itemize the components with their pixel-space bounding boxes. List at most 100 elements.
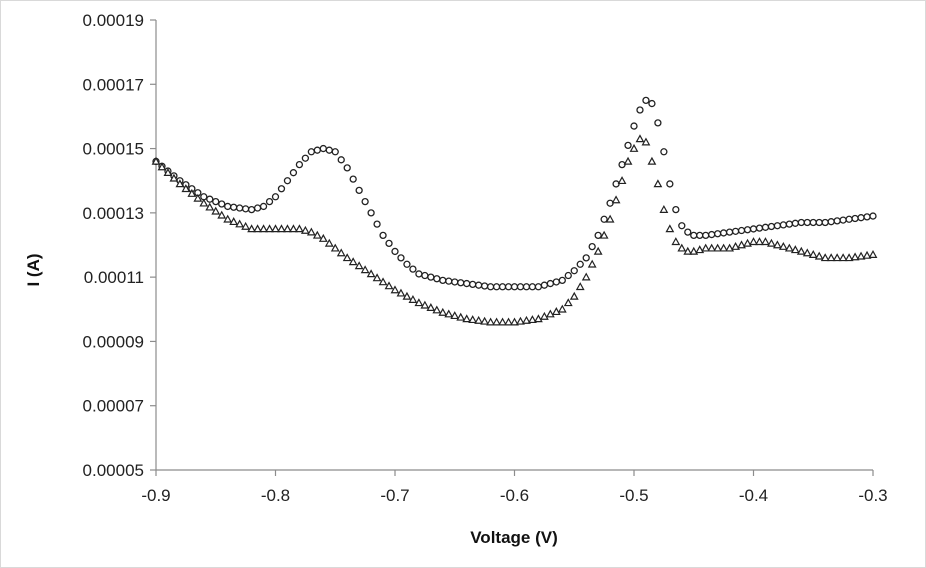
data-point — [648, 99, 656, 108]
data-point — [803, 218, 811, 227]
data-point — [546, 279, 554, 288]
data-point — [457, 279, 465, 287]
data-point — [224, 202, 232, 211]
data-point — [594, 231, 602, 240]
data-point — [432, 305, 442, 314]
data-point — [702, 231, 710, 240]
data-point — [253, 204, 262, 212]
series-circles — [152, 96, 877, 291]
data-point — [414, 298, 424, 307]
data-point — [379, 231, 387, 240]
y-tick-label: 0.00019 — [83, 11, 144, 30]
data-point — [474, 315, 484, 324]
data-point — [498, 283, 507, 291]
data-point — [306, 227, 316, 236]
data-point — [814, 251, 824, 260]
data-point — [492, 317, 501, 326]
data-point — [599, 230, 609, 239]
data-point — [820, 253, 830, 262]
data-point — [247, 205, 256, 214]
data-point — [761, 237, 770, 246]
data-point — [684, 228, 692, 236]
data-point — [576, 260, 584, 268]
data-point — [301, 154, 310, 162]
data-point — [587, 259, 597, 268]
data-point — [456, 312, 466, 321]
data-point — [354, 261, 364, 270]
data-point — [397, 254, 405, 262]
data-point — [372, 273, 382, 282]
y-tick-label: 0.00005 — [83, 461, 144, 480]
y-tick-label: 0.00007 — [83, 397, 144, 416]
x-tick-label: -0.7 — [380, 486, 409, 505]
data-point — [373, 220, 381, 228]
data-point — [212, 197, 220, 206]
data-point — [218, 200, 226, 208]
data-point — [157, 162, 167, 171]
data-point — [300, 225, 310, 234]
data-point — [690, 231, 698, 240]
data-point — [635, 134, 645, 143]
data-point — [462, 314, 472, 323]
data-point — [790, 245, 800, 254]
data-point — [761, 223, 770, 231]
data-point — [193, 193, 203, 202]
data-point — [641, 137, 651, 146]
data-point — [767, 238, 776, 247]
data-point — [480, 282, 489, 290]
data-point — [821, 218, 829, 227]
data-point — [629, 143, 639, 152]
data-point — [175, 179, 185, 188]
data-point — [653, 179, 663, 188]
data-point — [463, 279, 471, 288]
data-point — [510, 283, 519, 291]
data-point — [767, 222, 776, 231]
data-point — [778, 241, 788, 250]
data-point — [581, 272, 591, 281]
data-point — [714, 230, 722, 238]
data-point — [378, 277, 388, 286]
data-point — [545, 309, 555, 318]
data-point — [444, 309, 454, 318]
data-point — [271, 224, 280, 233]
data-point — [469, 280, 477, 289]
x-tick-label: -0.9 — [141, 486, 170, 505]
data-point — [241, 221, 251, 230]
data-point — [253, 224, 262, 233]
data-point — [558, 276, 566, 285]
data-point — [349, 175, 357, 183]
data-point — [390, 285, 400, 294]
data-point — [582, 254, 590, 262]
data-point — [265, 197, 274, 206]
data-point — [241, 205, 250, 213]
data-point — [331, 148, 339, 156]
x-tick-label: -0.8 — [261, 486, 290, 505]
data-point — [313, 146, 321, 154]
data-point — [533, 314, 543, 323]
data-point — [719, 229, 728, 237]
data-point — [677, 243, 687, 252]
data-point — [360, 265, 370, 274]
data-point — [749, 225, 758, 233]
data-point — [312, 230, 322, 239]
y-tick-label: 0.00013 — [83, 204, 144, 223]
data-point — [402, 291, 412, 300]
data-point — [181, 184, 191, 193]
data-point — [229, 217, 239, 226]
data-point — [522, 283, 531, 291]
data-point — [552, 278, 560, 286]
data-point — [784, 243, 794, 252]
data-point — [672, 205, 680, 214]
data-point — [617, 176, 627, 185]
data-point — [563, 298, 573, 307]
data-point — [319, 144, 327, 153]
y-axis-title: I (A) — [24, 253, 43, 286]
data-point — [678, 222, 686, 230]
data-point — [294, 224, 304, 233]
data-point — [868, 250, 878, 258]
data-point — [498, 317, 507, 326]
data-point — [642, 96, 650, 105]
data-point — [564, 271, 572, 280]
